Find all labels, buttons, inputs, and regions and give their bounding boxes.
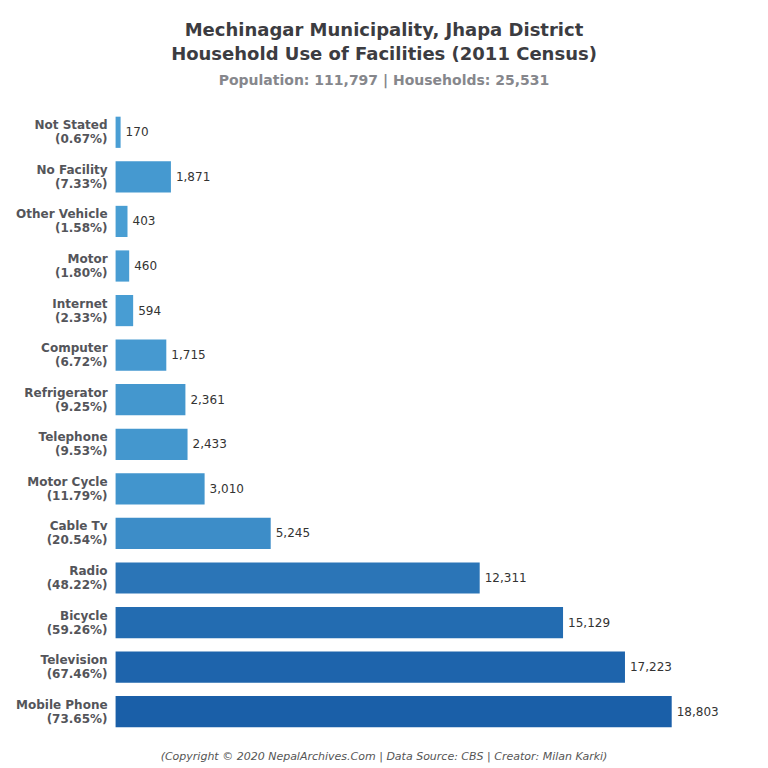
svg-text:Motor: Motor	[67, 252, 107, 266]
svg-text:(67.46%): (67.46%)	[47, 667, 108, 681]
svg-text:(9.25%): (9.25%)	[55, 400, 108, 414]
svg-text:(48.22%): (48.22%)	[47, 578, 108, 592]
svg-text:12,311: 12,311	[485, 571, 527, 585]
svg-text:Internet: Internet	[52, 297, 107, 311]
svg-text:Population: 111,797 | Househol: Population: 111,797 | Households: 25,531	[219, 72, 550, 89]
svg-text:Not Stated: Not Stated	[34, 118, 107, 132]
svg-text:15,129: 15,129	[568, 616, 610, 630]
svg-text:Household Use of Facilities (2: Household Use of Facilities (2011 Census…	[171, 43, 597, 64]
svg-text:(Copyright © 2020 NepalArchive: (Copyright © 2020 NepalArchives.Com | Da…	[161, 750, 608, 763]
svg-text:(59.26%): (59.26%)	[47, 623, 108, 637]
svg-text:Other Vehicle: Other Vehicle	[16, 207, 108, 221]
svg-text:Refrigerator: Refrigerator	[24, 386, 107, 400]
svg-text:(11.79%): (11.79%)	[47, 489, 108, 503]
svg-text:(20.54%): (20.54%)	[47, 533, 108, 547]
svg-text:Mechinagar Municipality, Jhapa: Mechinagar Municipality, Jhapa District	[185, 19, 584, 40]
svg-text:(73.65%): (73.65%)	[47, 712, 108, 726]
svg-text:170: 170	[126, 125, 149, 139]
svg-text:(2.33%): (2.33%)	[55, 311, 108, 325]
svg-text:594: 594	[138, 304, 161, 318]
svg-text:17,223: 17,223	[630, 660, 672, 674]
svg-text:No Facility: No Facility	[37, 163, 108, 177]
svg-text:(1.80%): (1.80%)	[55, 266, 108, 280]
svg-text:1,715: 1,715	[171, 348, 205, 362]
svg-text:1,871: 1,871	[176, 170, 210, 184]
svg-text:3,010: 3,010	[210, 482, 244, 496]
svg-text:403: 403	[133, 214, 156, 228]
svg-text:Computer: Computer	[41, 341, 108, 355]
svg-text:460: 460	[134, 259, 157, 273]
svg-text:(9.53%): (9.53%)	[55, 444, 108, 458]
svg-text:Cable Tv: Cable Tv	[50, 519, 108, 533]
svg-text:5,245: 5,245	[276, 526, 310, 540]
svg-text:(6.72%): (6.72%)	[55, 355, 108, 369]
svg-text:Bicycle: Bicycle	[60, 609, 108, 623]
svg-text:Motor Cycle: Motor Cycle	[27, 475, 107, 489]
svg-text:2,361: 2,361	[190, 393, 224, 407]
svg-text:Television: Television	[41, 653, 108, 667]
svg-text:2,433: 2,433	[193, 437, 227, 451]
svg-text:Radio: Radio	[69, 564, 107, 578]
svg-text:Mobile Phone: Mobile Phone	[16, 698, 108, 712]
svg-text:18,803: 18,803	[677, 705, 719, 719]
svg-text:(0.67%): (0.67%)	[55, 132, 108, 146]
svg-text:(1.58%): (1.58%)	[55, 221, 108, 235]
svg-text:(7.33%): (7.33%)	[55, 177, 108, 191]
svg-text:Telephone: Telephone	[39, 430, 108, 444]
